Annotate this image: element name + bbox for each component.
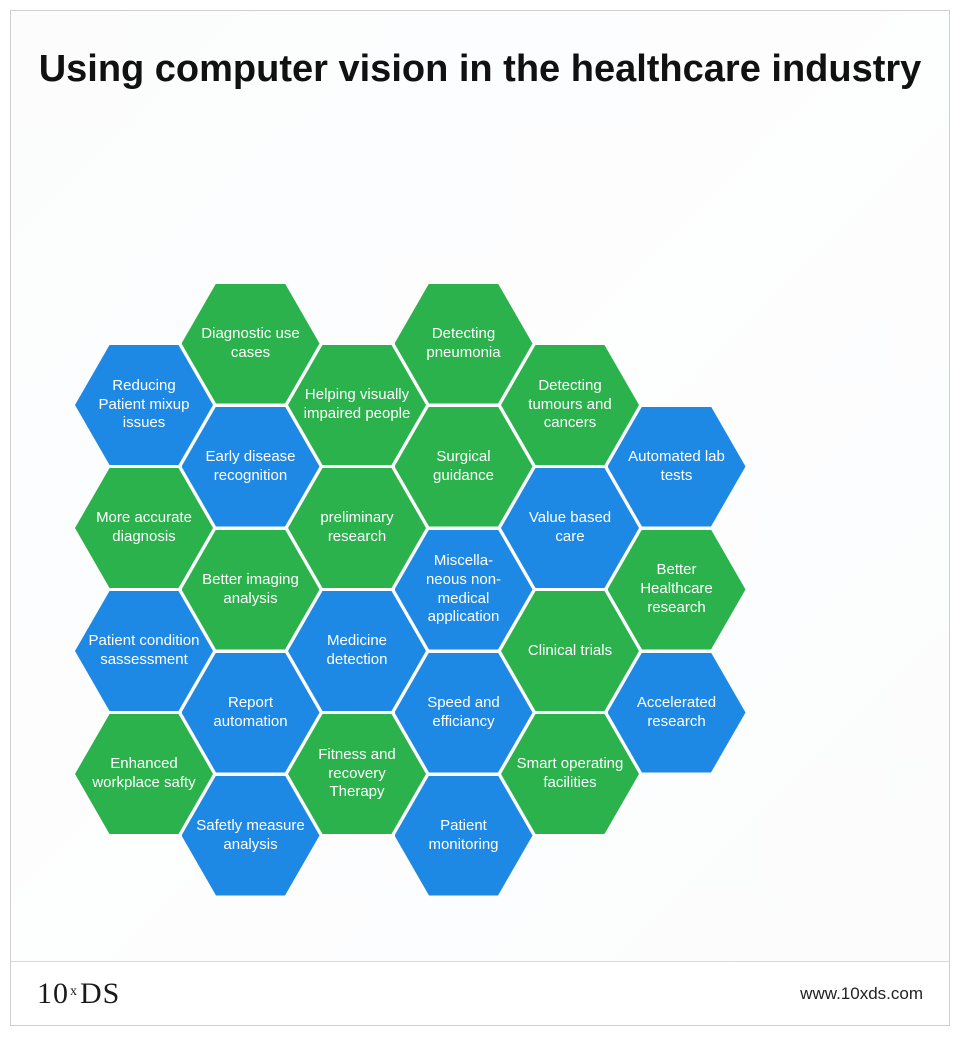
hex-cell: Enhanced workplace safty (75, 714, 213, 834)
hex-label: preliminary research (300, 509, 414, 547)
hex-label: Better Healthcare research (620, 561, 734, 617)
hex-label: Reducing Patient mixup issues (87, 377, 201, 433)
logo-10: 10 (37, 977, 69, 1011)
hex-label: Detecting tumours and cancers (513, 377, 627, 433)
hex-cell: Surgical guidance (395, 407, 533, 527)
hex-cell: Accelerated research (608, 653, 746, 773)
logo-x: x (70, 984, 78, 1000)
hex-cell: Smart operating facilities (501, 714, 639, 834)
hex-label: Smart operating facilities (513, 755, 627, 793)
hex-label: Value based care (513, 509, 627, 547)
hex-label: Enhanced workplace safty (87, 755, 201, 793)
hex-cell: Early disease recognition (182, 407, 320, 527)
hex-label: Medicine detection (300, 632, 414, 670)
hex-cell: Speed and efficiancy (395, 653, 533, 773)
hex-cell: Reducing Patient mixup issues (75, 345, 213, 465)
hex-label: Report automation (194, 694, 308, 732)
hex-label: Fitness and recovery Therapy (300, 746, 414, 802)
hex-cell: Clinical trials (501, 591, 639, 711)
hex-cell: Medicine detection (288, 591, 426, 711)
hex-label: Patient monitoring (407, 817, 521, 855)
hex-label: Speed and efficiancy (407, 694, 521, 732)
hex-cell: Fitness and recovery Therapy (288, 714, 426, 834)
hex-label: Early disease recognition (194, 448, 308, 486)
hex-cell: Patient monitoring (395, 776, 533, 896)
footer-bar: 10 x DS www.10xds.com (11, 961, 949, 1025)
hex-label: Surgical guidance (407, 448, 521, 486)
hex-label: Diagnostic use cases (194, 325, 308, 363)
hex-cell: More accurate diagnosis (75, 468, 213, 588)
hex-cell: Safetly measure analysis (182, 776, 320, 896)
hex-cell: Patient condition sassessment (75, 591, 213, 711)
infographic-canvas: Using computer vision in the healthcare … (10, 10, 950, 1026)
hex-cell: Report automation (182, 653, 320, 773)
hex-label: Patient condition sassessment (87, 632, 201, 670)
hex-label: More accurate diagnosis (87, 509, 201, 547)
hex-cell: Detecting pneumonia (395, 284, 533, 404)
hex-label: Detecting pneumonia (407, 325, 521, 363)
hex-cell: Diagnostic use cases (182, 284, 320, 404)
hex-label: Miscella- neous non-medical application (407, 552, 521, 627)
hex-cell: Value based care (501, 468, 639, 588)
hex-cell: Helping visually impaired people (288, 345, 426, 465)
brand-logo: 10 x DS (37, 977, 120, 1011)
hex-cell: preliminary research (288, 468, 426, 588)
hex-label: Better imaging analysis (194, 571, 308, 609)
hex-cell: Automated lab tests (608, 407, 746, 527)
hex-cell: Miscella- neous non-medical application (395, 530, 533, 650)
hex-cell: Better imaging analysis (182, 530, 320, 650)
page-title: Using computer vision in the healthcare … (11, 11, 949, 94)
hex-cell: Better Healthcare research (608, 530, 746, 650)
site-url: www.10xds.com (800, 984, 923, 1004)
logo-ds: DS (80, 977, 120, 1011)
hex-label: Helping visually impaired people (300, 386, 414, 424)
hex-label: Accelerated research (620, 694, 734, 732)
hex-cell: Detecting tumours and cancers (501, 345, 639, 465)
hex-label: Automated lab tests (620, 448, 734, 486)
hex-label: Clinical trials (528, 642, 612, 661)
hex-label: Safetly measure analysis (194, 817, 308, 855)
